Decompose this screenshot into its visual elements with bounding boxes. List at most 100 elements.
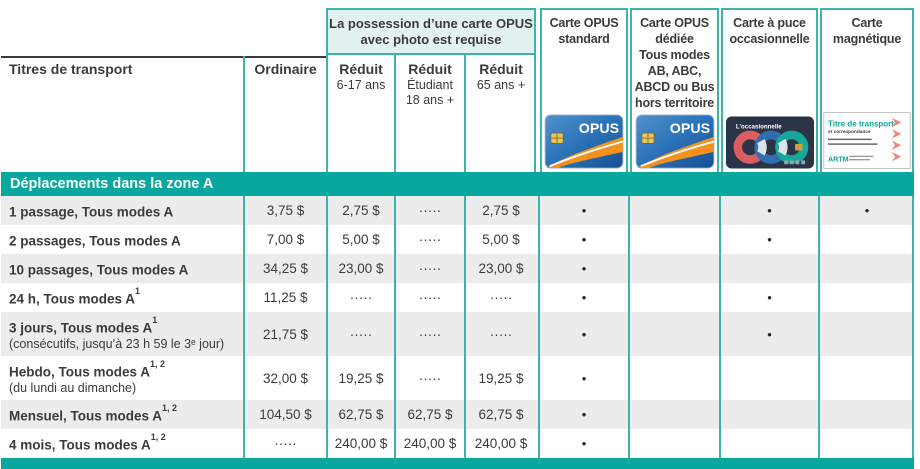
column-divider (536, 254, 542, 283)
price-reduit-65: 19,25 $ (478, 370, 524, 386)
price-reduit-6-17: 2,75 $ (342, 203, 380, 218)
price-reduit-etudiant: ····· (418, 326, 442, 342)
marker-opus-dediee (632, 312, 717, 356)
column-divider (326, 283, 328, 312)
marker-opus-dediee (632, 400, 717, 429)
price-ordinaire: 104,50 $ (259, 407, 312, 422)
magnetique-card-subtitle: et correspondance (828, 129, 871, 135)
column-divider (816, 400, 822, 429)
magnetique-card-image: Titre de transport et correspondance ART… (823, 112, 911, 169)
column-divider (394, 254, 396, 283)
column-divider (912, 312, 914, 356)
occasionnelle-card-image: L’occasionnelle (725, 116, 814, 169)
fare-title-cell: 3 jours, Tous modes A1 (consécutifs, jus… (9, 314, 225, 352)
marker-opus-standard: • (581, 203, 587, 218)
price-reduit-6-17: ····· (349, 326, 373, 342)
marker-opus-dediee (632, 429, 717, 458)
price-reduit-65: 62,75 $ (478, 407, 524, 422)
price-reduit-6-17: 23,00 $ (338, 261, 384, 276)
column-divider (326, 254, 328, 283)
marker-opus-standard: • (581, 232, 587, 247)
column-divider (717, 400, 723, 429)
opus-card-image: OPUS (635, 114, 714, 169)
column-divider (626, 283, 632, 312)
column-divider (243, 312, 245, 356)
price-reduit-etudiant: ····· (418, 261, 442, 276)
column-divider (326, 312, 328, 356)
marker-carte-a-puce (723, 254, 816, 283)
column-divider (816, 254, 822, 283)
column-divider (816, 196, 822, 225)
chevron-arrows-icon (891, 117, 902, 162)
column-divider (717, 254, 723, 283)
column-divider (394, 196, 396, 225)
column-divider (534, 55, 536, 172)
table-bottom-border (1, 458, 914, 469)
marker-opus-dediee (632, 225, 717, 254)
column-divider (243, 196, 245, 225)
fare-title-cell: Mensuel, Tous modes A1, 2 (9, 403, 178, 424)
column-divider (912, 225, 914, 254)
price-reduit-etudiant: 240,00 $ (403, 436, 457, 451)
marker-carte-a-puce (723, 356, 816, 400)
fare-title-cell: 10 passages, Tous modes A (9, 262, 189, 278)
table-row: 3 jours, Tous modes A1 (consécutifs, jus… (1, 312, 914, 356)
column-header-ordinaire: Ordinaire (254, 61, 317, 77)
table-row: Hebdo, Tous modes A1, 2 (du lundi au dim… (1, 356, 914, 400)
marker-carte-magnetique (822, 312, 912, 356)
column-divider (394, 400, 396, 429)
column-divider (536, 196, 542, 225)
marker-carte-magnetique (822, 400, 912, 429)
price-reduit-6-17: 240,00 $ (334, 436, 388, 451)
column-header-titles: Titres de transport (9, 61, 133, 77)
price-ordinaire: 32,00 $ (262, 370, 309, 386)
column-divider (717, 429, 723, 458)
column-divider (626, 312, 632, 356)
column-divider (326, 55, 328, 172)
fare-title-cell: Hebdo, Tous modes A1, 2 (du lundi au dim… (9, 358, 166, 396)
column-divider (326, 225, 328, 254)
column-divider (912, 429, 914, 458)
column-divider (816, 225, 822, 254)
marker-carte-a-puce: • (767, 290, 772, 305)
fare-title-cell: 4 mois, Tous modes A1, 2 (9, 432, 166, 453)
price-reduit-65: 2,75 $ (482, 203, 520, 218)
fare-title-cell: 24 h, Tous modes A1 (9, 286, 141, 307)
column-divider (626, 356, 632, 400)
column-divider (243, 56, 245, 172)
price-reduit-65: 240,00 $ (474, 436, 528, 451)
price-reduit-65: 5,00 $ (482, 232, 520, 247)
column-divider (912, 283, 914, 312)
column-header-reduit-etudiant: Réduit Étudiant 18 ans + (405, 61, 455, 107)
table-row: 1 passage, Tous modes A 3,75 $ 2,75 $ ··… (1, 196, 914, 225)
column-divider (816, 283, 822, 312)
price-reduit-6-17: 62,75 $ (338, 407, 384, 422)
occasionnelle-card-label: L’occasionnelle (735, 123, 781, 130)
column-divider (717, 356, 723, 400)
column-divider (394, 356, 396, 400)
magnetique-card-title: Titre de transport (828, 119, 894, 128)
marker-carte-a-puce: • (767, 232, 772, 247)
marker-carte-a-puce (723, 400, 816, 429)
column-divider (912, 254, 914, 283)
column-panel-carte-magnetique: Carte magnétique Titre de transport et c… (820, 8, 914, 172)
column-divider (243, 400, 245, 429)
fare-title-cell: 2 passages, Tous modes A (9, 233, 181, 249)
column-divider (464, 283, 466, 312)
column-divider (243, 254, 245, 283)
price-reduit-etudiant: ····· (418, 203, 442, 218)
column-divider (243, 283, 245, 312)
column-divider (536, 356, 542, 400)
column-panel-opus-dediee: Carte OPUS dédiée Tous modes AB, ABC, AB… (630, 8, 719, 172)
column-divider (464, 429, 466, 458)
opus-card-image: OPUS (544, 114, 624, 169)
column-divider (464, 356, 466, 400)
column-divider (464, 312, 466, 356)
marker-carte-magnetique (822, 225, 912, 254)
column-divider (243, 356, 245, 400)
marker-opus-standard: • (581, 407, 587, 422)
column-header-opus-dediee: Carte OPUS dédiée Tous modes AB, ABC, AB… (634, 16, 715, 110)
price-reduit-etudiant: ····· (418, 370, 442, 386)
column-divider (326, 400, 328, 429)
column-header-carte-a-puce: Carte à puce occasionnelle (729, 16, 810, 46)
